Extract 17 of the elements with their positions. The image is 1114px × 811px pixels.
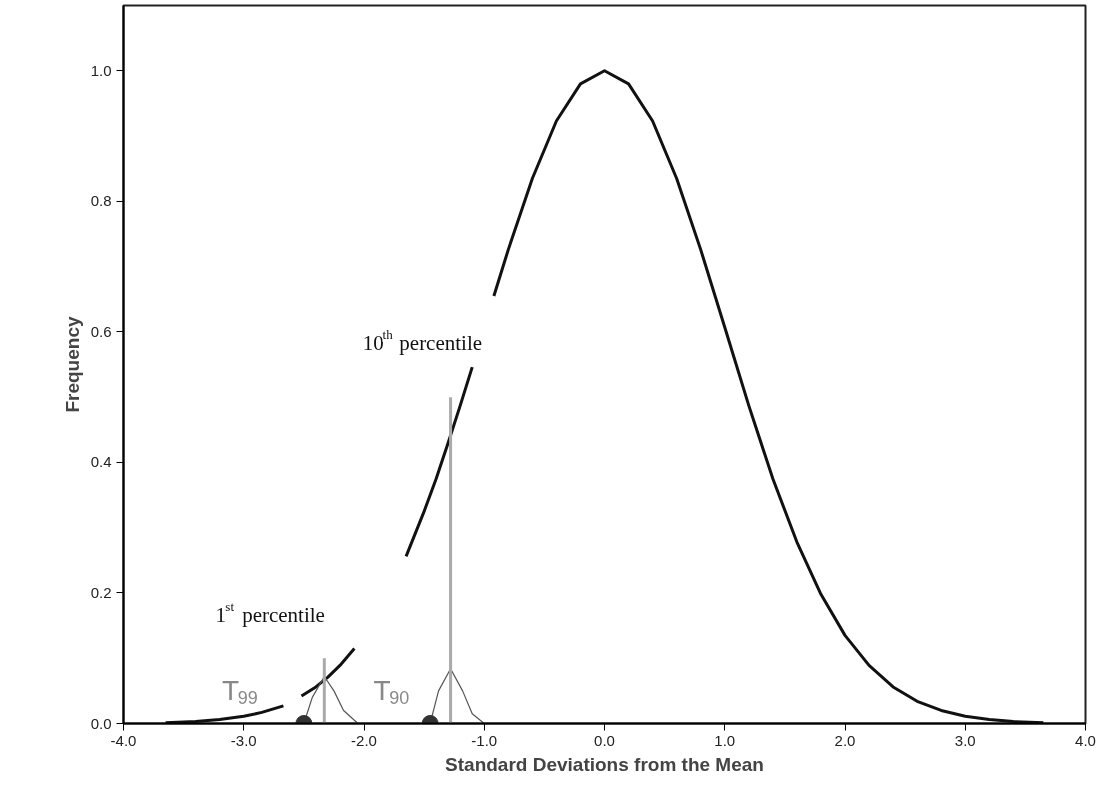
x-tick-label: -1.0 — [471, 731, 498, 749]
y-tick-label: 0.2 — [90, 583, 112, 601]
x-tick-label: -3.0 — [230, 731, 257, 749]
y-tick-label: 0.0 — [90, 714, 112, 732]
x-tick-label: 0.0 — [594, 731, 615, 749]
x-tick-label: 2.0 — [834, 731, 856, 749]
x-tick-label: 1.0 — [714, 731, 736, 749]
y-tick-label: 0.4 — [90, 453, 112, 471]
y-tick-label: 0.8 — [90, 192, 112, 210]
y-tick-label: 1.0 — [90, 61, 112, 79]
y-axis-title: Frequency — [61, 316, 83, 413]
y-tick-label: 0.6 — [90, 322, 112, 340]
x-tick-label: 4.0 — [1075, 731, 1096, 749]
x-tick-label: 3.0 — [954, 731, 976, 749]
x-tick-label: -4.0 — [110, 731, 137, 749]
x-axis-title: Standard Deviations from the Mean — [445, 753, 764, 775]
x-tick-label: -2.0 — [351, 731, 377, 749]
